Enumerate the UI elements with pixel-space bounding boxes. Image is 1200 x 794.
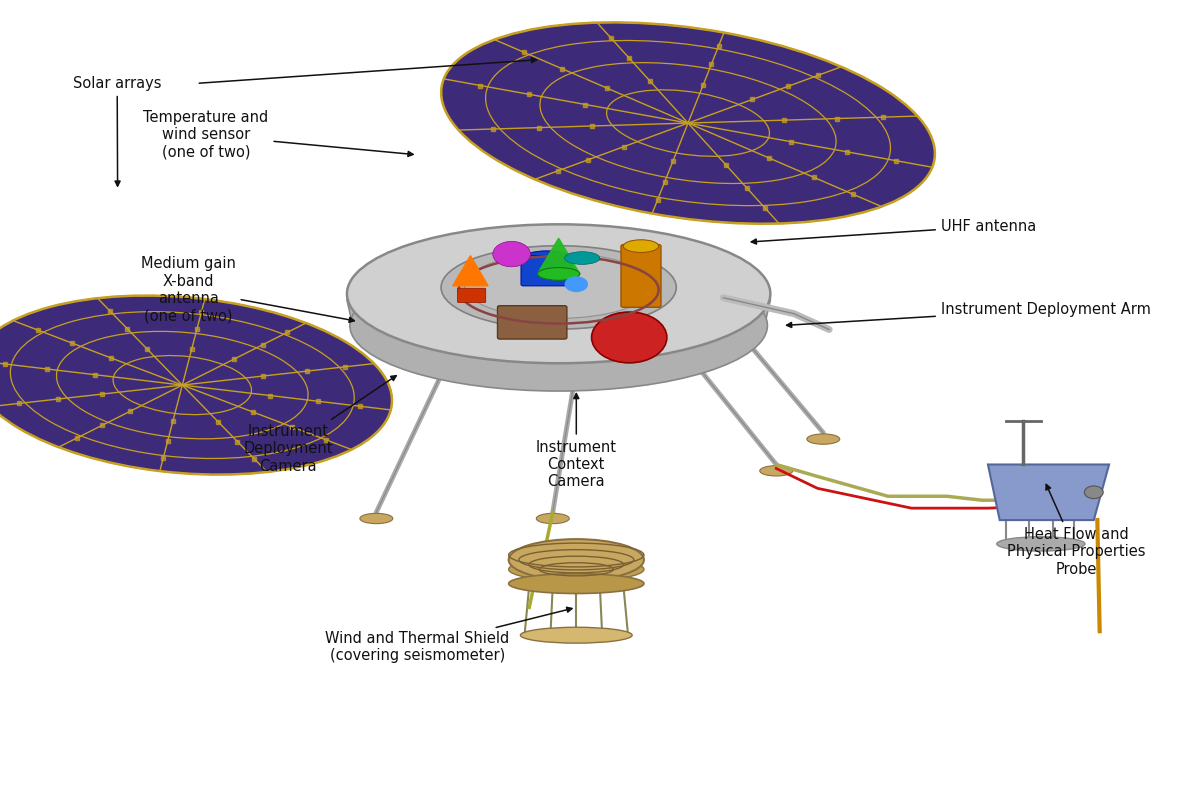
Polygon shape — [347, 300, 770, 326]
Ellipse shape — [521, 627, 632, 643]
Text: Solar arrays: Solar arrays — [73, 76, 162, 186]
Ellipse shape — [623, 240, 659, 252]
Text: Medium gain
X-band
antenna
(one of two): Medium gain X-band antenna (one of two) — [140, 256, 354, 323]
Text: Instrument
Context
Camera: Instrument Context Camera — [536, 394, 617, 489]
FancyBboxPatch shape — [498, 306, 566, 339]
Text: Instrument
Deployment
Camera: Instrument Deployment Camera — [244, 376, 396, 473]
Circle shape — [493, 241, 530, 267]
Ellipse shape — [509, 573, 644, 594]
Polygon shape — [538, 238, 580, 274]
Ellipse shape — [806, 434, 840, 445]
Ellipse shape — [538, 268, 580, 280]
Ellipse shape — [564, 252, 600, 264]
Ellipse shape — [509, 539, 644, 580]
Circle shape — [564, 276, 588, 292]
Ellipse shape — [523, 251, 570, 265]
Circle shape — [592, 312, 667, 363]
Text: UHF antenna: UHF antenna — [751, 219, 1036, 244]
Ellipse shape — [0, 295, 392, 475]
Ellipse shape — [442, 246, 677, 329]
Ellipse shape — [760, 465, 793, 476]
Ellipse shape — [536, 514, 569, 524]
FancyBboxPatch shape — [457, 288, 486, 303]
Ellipse shape — [509, 557, 644, 581]
Polygon shape — [988, 464, 1109, 520]
Ellipse shape — [997, 537, 1085, 551]
Text: Instrument Deployment Arm: Instrument Deployment Arm — [787, 303, 1151, 327]
FancyBboxPatch shape — [620, 245, 661, 307]
Text: Heat Flow and
Physical Properties
Probe: Heat Flow and Physical Properties Probe — [1007, 484, 1146, 576]
Ellipse shape — [442, 22, 935, 224]
Text: Wind and Thermal Shield
(covering seismometer): Wind and Thermal Shield (covering seismo… — [325, 607, 572, 663]
Polygon shape — [452, 256, 488, 286]
Ellipse shape — [350, 260, 768, 391]
Circle shape — [1085, 486, 1103, 499]
Ellipse shape — [360, 514, 392, 524]
Ellipse shape — [347, 224, 770, 364]
Ellipse shape — [464, 253, 653, 318]
Text: Temperature and
wind sensor
(one of two): Temperature and wind sensor (one of two) — [143, 110, 413, 160]
FancyBboxPatch shape — [521, 256, 572, 286]
